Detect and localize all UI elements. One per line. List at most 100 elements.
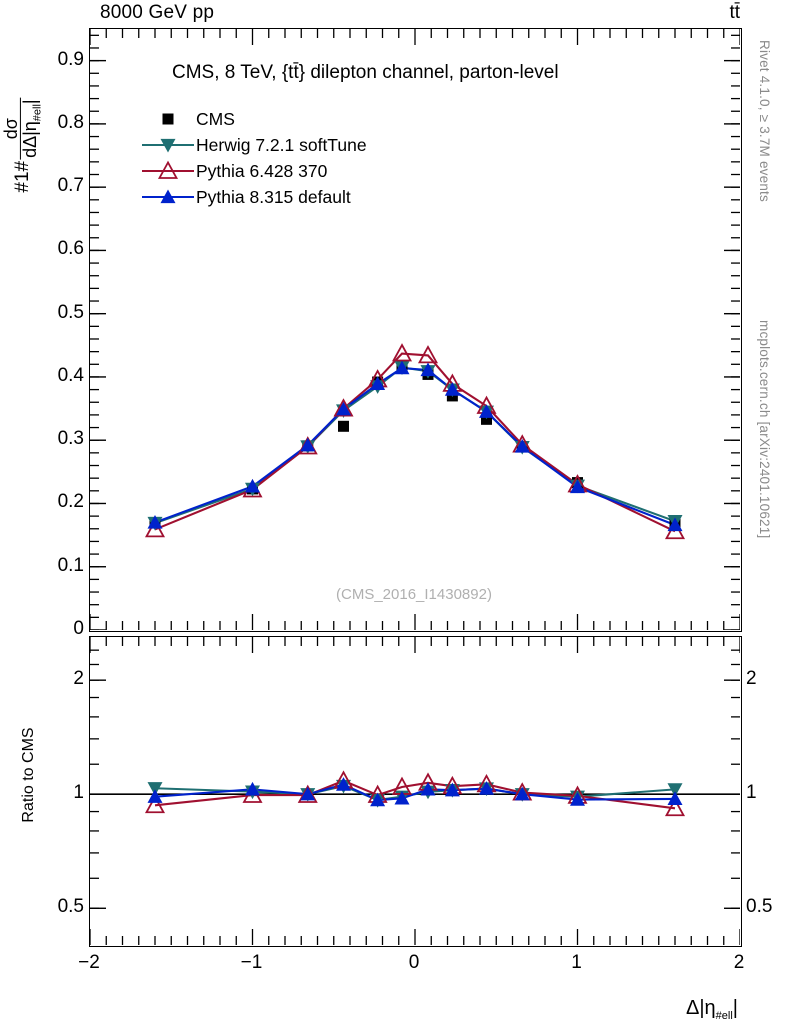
y-title-prefix: #1# (11, 160, 33, 193)
ratio-y-tick-label: 1 (73, 782, 84, 804)
ratio-line-1 (154, 779, 676, 810)
ratio-point-2-9 (514, 786, 530, 801)
rivet-version-caption: Rivet 4.1.0, ≥ 3.7M events (757, 40, 772, 202)
data-point-3-9 (514, 439, 530, 453)
ratio-point-2-2 (300, 786, 316, 801)
ratio-point-0-0 (147, 782, 163, 796)
ratio-point-2-6 (420, 781, 436, 796)
series-line-3 (154, 367, 676, 526)
ratio-point-2-1 (245, 781, 260, 796)
ratio-point-1-11 (664, 797, 686, 817)
mcplots-caption: mcplots.cern.ch [arXiv:2401.10621] (757, 320, 772, 539)
ratio-point-1-2 (297, 784, 318, 803)
ratio-plot-panel (89, 636, 742, 947)
data-point-3-2 (300, 437, 316, 452)
ratio-point-2-3 (336, 777, 351, 791)
x-tick-label: 2 (733, 952, 745, 973)
legend-entry-1[interactable]: Herwig 7.2.1 softTune (140, 132, 440, 158)
data-point-2-0 (144, 519, 166, 538)
y-tick-label: 0 (73, 618, 84, 639)
legend-marker-3 (140, 185, 196, 209)
data-point-3-7 (444, 382, 460, 396)
legend-symbol-1 (160, 138, 176, 153)
data-point-0-3 (338, 420, 349, 432)
x-tick-label: −2 (78, 952, 100, 973)
data-point-3-6 (420, 362, 436, 377)
main-plot-panel (89, 28, 742, 632)
y-tick-labels-main: 0 0.1 0.2 0.3 0.4 0.5 0.6 0.7 0.8 0.9 (40, 28, 84, 639)
ratio-point-2-11 (667, 791, 683, 806)
ratio-y-tick-label: 2 (73, 668, 84, 690)
legend-label-0: CMS (196, 108, 235, 129)
legend-label-2: Pythia 6.428 370 (196, 160, 328, 181)
y-axis-title-main: #1# dσ dΔ|η#ell| (0, 30, 45, 260)
series-line-1 (154, 366, 676, 525)
data-point-3-0 (147, 514, 163, 529)
y-tick-labels-ratio-right: 0.5 1 2 (746, 636, 786, 947)
y-tick-label: 0.3 (57, 428, 84, 450)
x-tick-label: 0 (408, 952, 420, 973)
x-tick-labels: −2 −1 0 1 2 (78, 952, 745, 982)
ratio-point-2-8 (479, 781, 494, 795)
ratio-y-tick-label: 0.5 (57, 896, 84, 918)
legend-symbol-0 (162, 113, 174, 125)
data-point-3-10 (570, 479, 585, 494)
ratio-y-tick-label-right: 2 (746, 668, 757, 690)
legend-marker-1 (140, 133, 196, 157)
analysis-watermark: (CMS_2016_I1430892) (336, 586, 492, 603)
y-tick-label: 0.4 (57, 364, 84, 386)
ratio-line-2 (154, 783, 676, 802)
ratio-point-1-0 (144, 794, 166, 814)
data-point-3-4 (370, 376, 386, 391)
data-point-2-3 (333, 398, 354, 417)
legend-marker-0 (140, 107, 196, 131)
ratio-plot-canvas (90, 637, 740, 945)
legend-entry-0[interactable]: CMS (140, 106, 440, 132)
data-point-3-5 (394, 360, 410, 375)
y-axis-title-ratio: Ratio to CMS (16, 690, 42, 860)
y-tick-label: 0.7 (57, 175, 84, 197)
series-line-2 (154, 352, 676, 533)
ratio-point-2-0 (147, 789, 163, 803)
plot-title: CMS, 8 TeV, {tt̄} dilepton channel, part… (172, 62, 559, 83)
ratio-axis-label: Ratio to CMS (20, 727, 37, 823)
data-point-3-8 (479, 404, 494, 418)
main-plot-canvas (90, 29, 740, 630)
y-tick-label: 0.8 (57, 111, 84, 133)
ratio-point-2-7 (444, 782, 460, 797)
data-point-2-5 (391, 343, 413, 362)
data-point-2-6 (417, 345, 439, 364)
y-tick-label: 0.5 (57, 301, 84, 323)
legend-symbol-2 (157, 160, 179, 179)
data-point-3-3 (336, 401, 351, 416)
legend: CMS Herwig 7.2.1 softTune Pythia 6.428 370… (140, 106, 440, 210)
legend-entry-2[interactable]: Pythia 6.428 370 (140, 158, 440, 184)
legend-symbol-3 (160, 189, 176, 204)
legend-label-3: Pythia 8.315 default (196, 186, 351, 207)
ratio-point-2-10 (570, 792, 585, 806)
beam-energy-label: 8000 GeV pp (100, 2, 215, 23)
ratio-y-tick-label-right: 0.5 (746, 896, 773, 918)
y-title-numerator: dσ (0, 118, 21, 140)
x-tick-label: −1 (240, 952, 263, 973)
y-tick-label: 0.1 (57, 554, 84, 576)
y-tick-label: 0.9 (57, 48, 84, 70)
data-point-3-1 (245, 478, 260, 493)
ratio-y-tick-label-right: 1 (746, 782, 757, 804)
process-label: tt̄ (729, 2, 740, 23)
ratio-point-2-4 (370, 792, 386, 807)
legend-entry-3[interactable]: Pythia 8.315 default (140, 184, 440, 210)
y-tick-labels-ratio: 0.5 1 2 (40, 636, 84, 947)
y-tick-label: 0.2 (57, 491, 84, 513)
data-point-0-8 (481, 413, 492, 425)
x-tick-label: 1 (571, 952, 582, 973)
legend-marker-2 (140, 159, 196, 183)
y-title-fraction: dσ dΔ|η#ell| (0, 97, 45, 160)
y-tick-label: 0.6 (57, 238, 84, 260)
legend-label-1: Herwig 7.2.1 softTune (196, 134, 367, 155)
x-axis-title: Δ|η#ell| (685, 997, 738, 1022)
ratio-point-2-5 (394, 790, 410, 805)
data-point-3-11 (667, 517, 683, 532)
ratio-point-0-11 (667, 783, 683, 797)
